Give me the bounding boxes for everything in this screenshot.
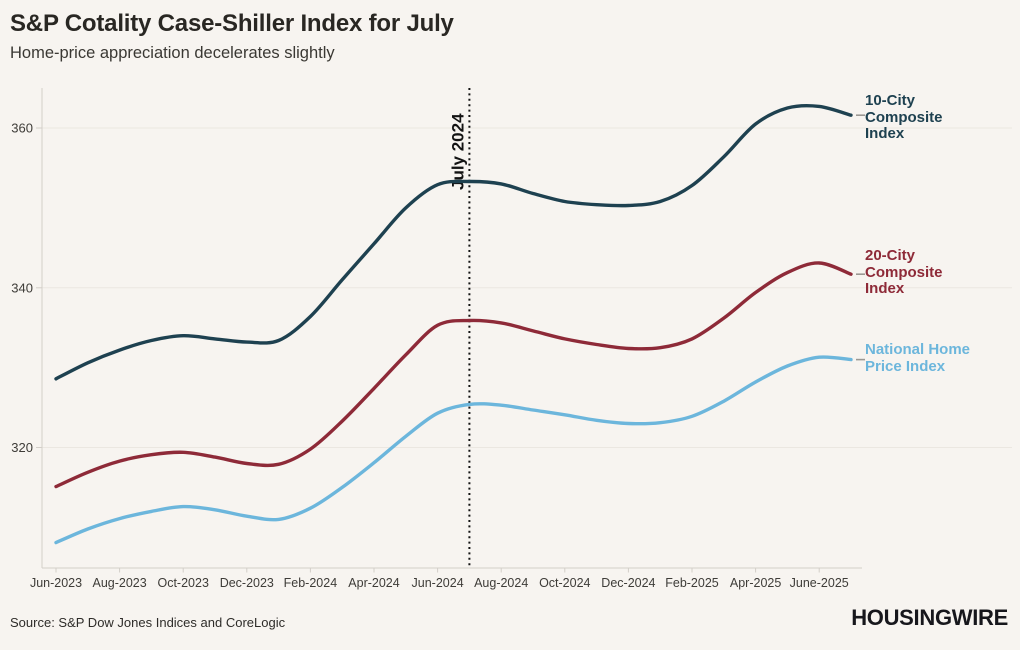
chart-subtitle: Home-price appreciation decelerates slig… (10, 44, 335, 62)
series-line-10-city-composite-index (54, 103, 853, 381)
legend-10-city-composite-index: 10-City Composite Index (865, 92, 943, 142)
x-tick-label: Jun-2024 (412, 576, 464, 590)
x-tick-label: Feb-2025 (665, 576, 719, 590)
x-tick-label: Apr-2025 (730, 576, 781, 590)
x-tick-label: June-2025 (790, 576, 849, 590)
x-tick-label: Dec-2023 (220, 576, 274, 590)
x-tick-label: Jun-2023 (30, 576, 82, 590)
source-note: Source: S&P Dow Jones Indices and CoreLo… (10, 615, 286, 630)
x-tick-label: Oct-2024 (539, 576, 590, 590)
x-tick-label: Feb-2024 (284, 576, 338, 590)
legend-national-home-price-index: National Home Price Index (865, 341, 971, 375)
axes: 320 340 360 Jun-2023 Aug-2023 Oct-2023 Dec-202… (11, 88, 862, 590)
series-line-20-city-composite-index (54, 261, 853, 489)
series-line-national-home-price-index (54, 355, 853, 545)
y-tick-label: 340 (11, 280, 33, 295)
annotation-july-2024: July 2024 (448, 88, 471, 568)
annotation-label: July 2024 (448, 113, 467, 190)
y-tick-label: 360 (11, 121, 33, 136)
gridlines (42, 127, 1012, 448)
chart-title: S&P Cotality Case-Shiller Index for July (10, 10, 454, 37)
housingwire-logo: HOUSINGWIRE (851, 605, 1008, 630)
x-tick-label: Aug-2024 (474, 576, 528, 590)
x-tick-label: Oct-2023 (157, 576, 208, 590)
x-tick-label: Aug-2023 (92, 576, 146, 590)
x-tick-label: Apr-2024 (348, 576, 399, 590)
legend-20-city-composite-index: 20-City Composite Index (865, 247, 943, 297)
x-tick-label: Dec-2024 (601, 576, 655, 590)
y-tick-label: 320 (11, 440, 33, 455)
